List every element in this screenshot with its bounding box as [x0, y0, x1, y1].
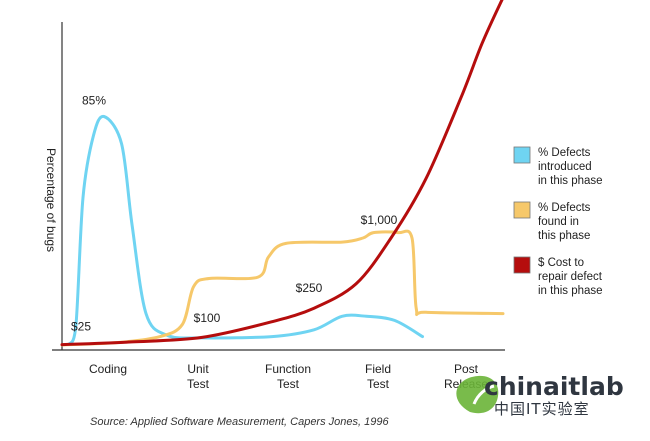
tick-layer: CodingUnitTestFunctionTestFieldTestPostR…: [89, 362, 488, 391]
x-tick-label: Field Test: [365, 362, 391, 391]
legend-label: % Defects found in this phase: [538, 202, 591, 242]
annotation-layer: 85%$25$100$250$1,000$16,000: [71, 94, 398, 334]
y-axis-label: Percentage of bugs: [44, 148, 58, 252]
annotation-label: 85%: [82, 94, 106, 108]
x-tick-label: Unit Test: [187, 362, 210, 391]
legend: % Defects introduced in this phase % Defect…: [513, 146, 603, 297]
x-tick-label: Function Test: [265, 362, 311, 391]
watermark-leaf-icon: [456, 375, 499, 414]
legend-swatch: [513, 201, 531, 219]
series-line-3: [60, 0, 504, 347]
watermark-latin: chinaitlab: [484, 372, 624, 401]
series-line-2: [60, 229, 505, 347]
legend-label: % Defects introduced in this phase: [538, 147, 603, 187]
series-layer: [60, 0, 505, 347]
annotation-label: $250: [296, 281, 323, 295]
annotation-label: $25: [71, 320, 91, 334]
source-note: Source: Applied Software Measurement, Ca…: [90, 416, 389, 428]
legend-label: $ Cost to repair defect in this phase: [538, 257, 603, 297]
x-tick-label: Coding: [89, 362, 127, 376]
series-line-1: [67, 114, 424, 346]
watermark-cjk: 中国IT实验室: [494, 400, 590, 418]
annotation-label: $100: [194, 311, 221, 325]
legend-swatch: [513, 146, 531, 164]
watermark: chinaitlab 中国IT实验室: [456, 372, 624, 418]
annotation-label: $1,000: [361, 213, 398, 227]
legend-swatch: [513, 256, 531, 274]
